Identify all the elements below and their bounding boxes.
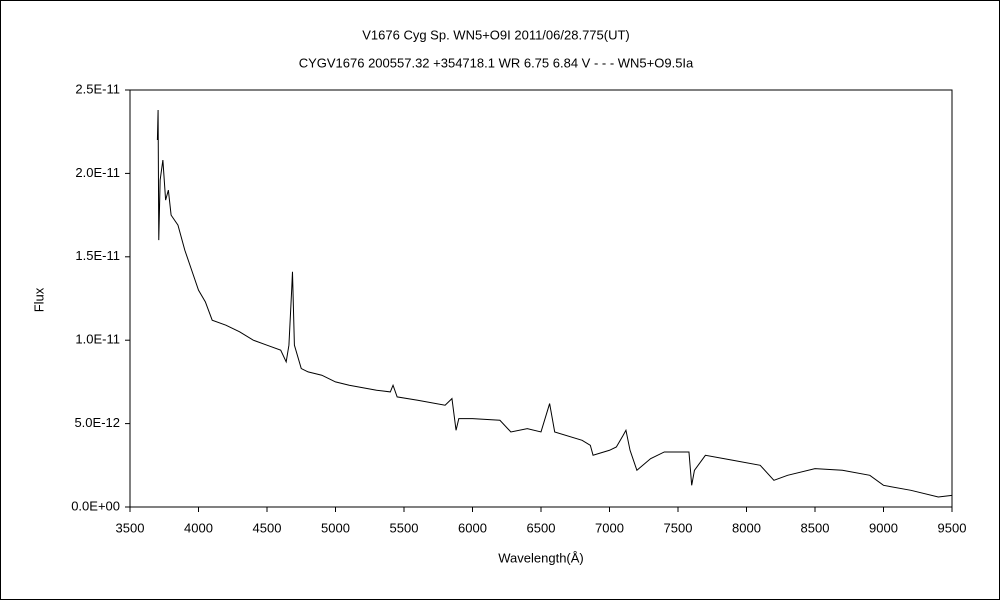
y-axis-label: Flux (31, 287, 46, 312)
x-tick-label: 4000 (184, 520, 213, 535)
x-tick-label: 5500 (390, 520, 419, 535)
x-tick-label: 8500 (801, 520, 830, 535)
y-tick-label: 5.0E-12 (74, 415, 120, 430)
x-tick-label: 7500 (664, 520, 693, 535)
y-tick-label: 1.0E-11 (75, 332, 120, 347)
x-tick-label: 6500 (527, 520, 556, 535)
x-tick-label: 4500 (253, 520, 282, 535)
x-tick-label: 9000 (869, 520, 898, 535)
x-tick-label: 8000 (732, 520, 761, 535)
x-tick-label: 3500 (116, 520, 145, 535)
y-tick-label: 2.0E-11 (75, 165, 120, 180)
chart-subtitle: CYGV1676 200557.32 +354718.1 WR 6.75 6.8… (299, 55, 694, 70)
spectrum-line (156, 110, 953, 498)
y-tick-label: 1.5E-11 (75, 248, 120, 263)
x-tick-label: 6000 (458, 520, 487, 535)
x-axis-label: Wavelength(Å) (498, 550, 584, 565)
y-tick-label: 0.0E+00 (71, 498, 120, 513)
y-tick-label: 2.5E-11 (75, 81, 120, 96)
x-tick-label: 5000 (321, 520, 350, 535)
x-tick-label: 9500 (938, 520, 967, 535)
x-tick-label: 7000 (595, 520, 624, 535)
chart-title: V1676 Cyg Sp. WN5+O9I 2011/06/28.775(UT) (362, 27, 630, 42)
